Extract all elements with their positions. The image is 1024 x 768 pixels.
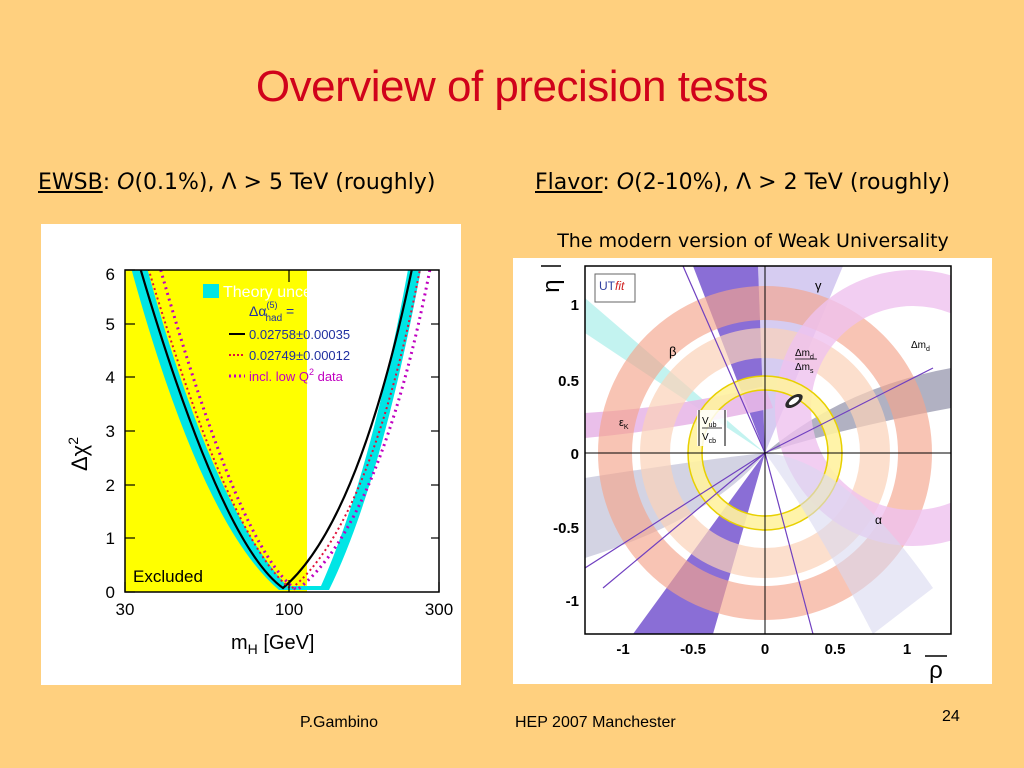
curve-central <box>139 270 413 590</box>
ut-xlabel: ρ <box>929 657 943 684</box>
ewsb-text: (0.1%), Λ > 5 TeV (roughly) <box>134 170 436 195</box>
xtick-100: 100 <box>275 600 303 619</box>
excluded-label: Excluded <box>133 567 203 586</box>
ytick-0: 0 <box>106 583 115 602</box>
ut-ytick-m05: -0.5 <box>553 520 579 537</box>
legend-alpha: Δα(5) had = <box>249 300 294 324</box>
ut-xtick-0: 0 <box>761 641 769 658</box>
label-dmd-ratio-den: Δms <box>795 362 814 375</box>
ytick-5: 5 <box>106 315 115 334</box>
ut-xtick-05: 0.5 <box>825 641 846 658</box>
flavor-order: O <box>616 170 635 195</box>
ytick-3: 3 <box>106 422 115 441</box>
chi2-y-ticks <box>124 269 440 593</box>
dms-ring <box>775 270 951 546</box>
label-vub: Vub <box>702 416 717 429</box>
label-epsk: εK <box>619 417 629 431</box>
ut-plot-panel: UT fit γ β Δmd Δms Δmd εK Vub Vcb α 1 0.… <box>513 258 992 684</box>
label-beta: β <box>669 344 676 359</box>
label-dmd-ratio-num: Δmd <box>795 348 814 361</box>
ut-ytick-m1: -1 <box>566 593 579 610</box>
ut-xtick-1: 1 <box>903 641 911 658</box>
xtick-300: 300 <box>425 600 453 619</box>
flavor-colon: : <box>602 170 617 195</box>
ut-ytick-0: 0 <box>571 446 579 463</box>
ewsb-order: O <box>117 170 135 195</box>
theory-uncertainty-band <box>131 270 421 590</box>
utfit-logo <box>594 273 636 303</box>
slide-title: Overview of precision tests <box>255 62 769 111</box>
ut-xtick-m05: -0.5 <box>680 641 706 658</box>
label-gamma: γ <box>815 278 822 293</box>
label-vcb: Vcb <box>702 432 716 445</box>
legend-band-swatch <box>203 284 219 298</box>
ewsb-key: EWSB <box>38 170 103 195</box>
constraint-lines <box>585 266 934 634</box>
ut-ytick-05: 0.5 <box>558 373 579 390</box>
chi2-plot: 0 1 2 3 4 5 6 30 100 300 Δχ2 mH [GeV] Ex… <box>65 265 453 657</box>
ytick-4: 4 <box>106 368 115 387</box>
ewsb-heading: EWSB: O(0.1%), Λ > 5 TeV (roughly) <box>38 170 435 195</box>
ewsb-colon: : <box>102 170 118 195</box>
ut-plot: UT fit γ β Δmd Δms Δmd εK Vub Vcb α 1 0.… <box>538 265 952 684</box>
flavor-text: (2-10%), Λ > 2 TeV (roughly) <box>634 170 951 195</box>
chi2-ylabel: Δχ2 <box>65 437 92 471</box>
page-number: 24 <box>942 708 960 725</box>
ut-frame <box>584 265 952 635</box>
flavor-key: Flavor <box>535 170 603 195</box>
chi2-xlabel: mH [GeV] <box>231 632 315 657</box>
legend-line2: 0.02749±0.00012 <box>249 348 350 363</box>
chi2-plot-panel: 0 1 2 3 4 5 6 30 100 300 Δχ2 mH [GeV] Ex… <box>41 224 461 685</box>
flavor-caption: The modern version of Weak Universality <box>557 230 949 252</box>
footer-author: P.Gambino <box>300 714 378 731</box>
curve-alternate <box>147 270 421 591</box>
ut-ylabel: η <box>538 279 565 292</box>
legend-title: Theory uncertainty <box>223 284 356 301</box>
fit-ellipse-center <box>788 396 800 406</box>
ytick-6: 6 <box>106 265 115 284</box>
alpha-region <box>765 453 933 634</box>
footer-event: HEP 2007 Manchester <box>515 714 676 731</box>
xtick-30: 30 <box>116 600 135 619</box>
legend-line1: 0.02758±0.00035 <box>249 327 350 342</box>
ytick-1: 1 <box>106 529 115 548</box>
label-alpha: α <box>875 513 882 527</box>
ytick-2: 2 <box>106 476 115 495</box>
ut-xtick-m1: -1 <box>616 641 629 658</box>
utfit-logo-a: UT <box>599 279 616 293</box>
legend-line3: incl. low Q2 data <box>249 367 344 384</box>
utfit-logo-b: fit <box>615 279 625 293</box>
flavor-heading: Flavor: O(2-10%), Λ > 2 TeV (roughly) <box>535 170 950 195</box>
label-dmd: Δmd <box>911 340 930 353</box>
ut-ytick-1: 1 <box>571 297 579 314</box>
